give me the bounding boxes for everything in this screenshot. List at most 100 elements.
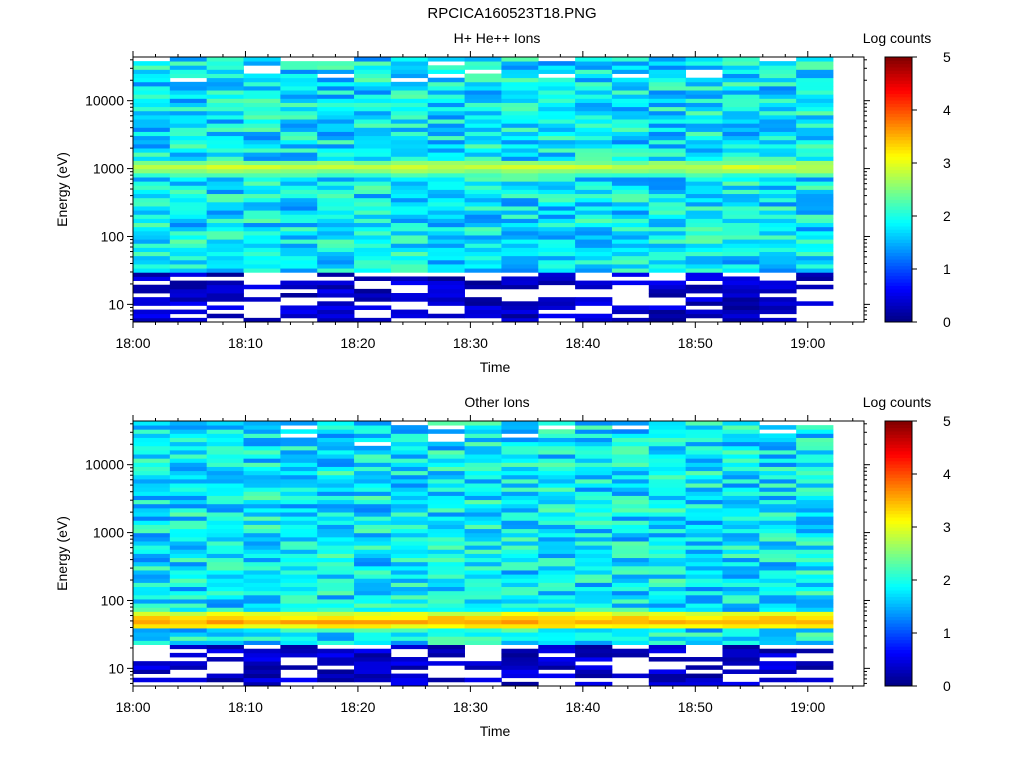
heatmap-cell (648, 305, 687, 310)
heatmap-cell (796, 247, 834, 253)
heatmap-cell (427, 114, 465, 120)
heatmap-cell (538, 590, 576, 596)
colorbar-step (885, 490, 912, 495)
heatmap-cell (501, 185, 539, 190)
heatmap-cell (722, 578, 760, 583)
heatmap-cell (206, 429, 244, 434)
heatmap-cell (464, 594, 502, 600)
heatmap-cell (354, 449, 392, 455)
heatmap-cell (464, 264, 502, 269)
heatmap-cell (390, 532, 429, 538)
heatmap-cell (206, 297, 244, 302)
heatmap-cell (206, 478, 244, 484)
y-axis-label: Energy (eV) (54, 152, 70, 227)
heatmap-cell (243, 632, 281, 637)
heatmap-cell (133, 268, 171, 273)
heatmap-cell (243, 284, 281, 290)
heatmap-cell (611, 574, 650, 579)
heatmap-cell (390, 239, 429, 244)
heatmap-cell (243, 553, 281, 559)
heatmap-cell (354, 470, 392, 476)
heatmap-cell (501, 458, 539, 463)
heatmap-cell (796, 491, 834, 496)
heatmap-cell (538, 599, 576, 604)
heatmap-cell (280, 164, 318, 170)
heatmap-cell (133, 478, 171, 484)
heatmap-cell (722, 470, 760, 476)
colorbar-step (885, 503, 912, 508)
heatmap-cell (685, 185, 723, 190)
heatmap-cell (611, 65, 650, 70)
heatmap-cell (133, 586, 171, 592)
heatmap-cell (464, 549, 502, 554)
heatmap-cell (575, 673, 613, 679)
heatmap-cell (243, 226, 281, 232)
heatmap-cell (206, 251, 244, 257)
heatmap-cell (317, 61, 355, 66)
heatmap-cell (501, 106, 539, 112)
heatmap-cell (648, 487, 687, 492)
heatmap-cell (759, 677, 797, 683)
heatmap-cell (685, 507, 723, 513)
heatmap-cell (538, 61, 576, 66)
heatmap-cell (648, 623, 687, 629)
heatmap-cell (722, 305, 760, 310)
heatmap-cell (611, 172, 650, 178)
heatmap-cell (501, 582, 539, 588)
heatmap-cell (759, 536, 797, 542)
heatmap-cell (685, 243, 723, 248)
heatmap-cell (390, 507, 429, 513)
heatmap-cell (464, 503, 502, 509)
heatmap-cell (206, 98, 244, 103)
heatmap-cell (648, 503, 687, 509)
heatmap-cell (685, 636, 723, 641)
heatmap-cell (427, 603, 465, 608)
heatmap-cell (354, 152, 392, 157)
heatmap-cell (133, 77, 171, 83)
heatmap-cell (685, 110, 723, 116)
heatmap-cell (427, 421, 465, 426)
heatmap-cell (464, 114, 502, 120)
heatmap-cell (722, 549, 760, 554)
heatmap-cell (133, 632, 171, 637)
heatmap-cell (280, 640, 318, 645)
heatmap-cell (206, 135, 244, 141)
heatmap-cell (390, 177, 429, 182)
heatmap-cell (538, 193, 576, 199)
heatmap-cell (722, 160, 760, 166)
heatmap-cell (796, 437, 834, 443)
heatmap-cell (575, 665, 613, 670)
heatmap-cell (464, 127, 502, 132)
heatmap-cell (759, 222, 797, 228)
heatmap-cell (796, 98, 834, 103)
heatmap-cell (575, 603, 613, 608)
heatmap-cell (133, 582, 171, 588)
heatmap-cell (133, 152, 171, 157)
heatmap-cell (685, 131, 723, 137)
heatmap-cell (722, 135, 760, 141)
heatmap-cell (538, 94, 576, 99)
heatmap-cell (133, 85, 171, 91)
heatmap-cell (464, 226, 502, 232)
heatmap-cell (243, 536, 281, 542)
heatmap-cell (464, 135, 502, 141)
heatmap-cell (538, 628, 576, 633)
heatmap-cell (280, 259, 318, 265)
heatmap-cell (354, 677, 392, 683)
heatmap-cell (722, 139, 760, 145)
heatmap-cell (722, 619, 760, 625)
heatmap-cell (206, 218, 244, 224)
heatmap-cell (133, 578, 171, 583)
heatmap-cell (648, 669, 687, 674)
heatmap-cell (243, 574, 281, 579)
heatmap-cell (243, 470, 281, 476)
heatmap-cell (685, 102, 723, 108)
heatmap-cell (796, 201, 834, 207)
heatmap-cell (685, 177, 723, 182)
heatmap-cell (427, 632, 465, 637)
heatmap-cell (169, 549, 208, 554)
heatmap-cell (501, 214, 539, 219)
heatmap-cell (501, 590, 539, 596)
heatmap-cell (501, 541, 539, 546)
heatmap-cell (427, 168, 465, 174)
